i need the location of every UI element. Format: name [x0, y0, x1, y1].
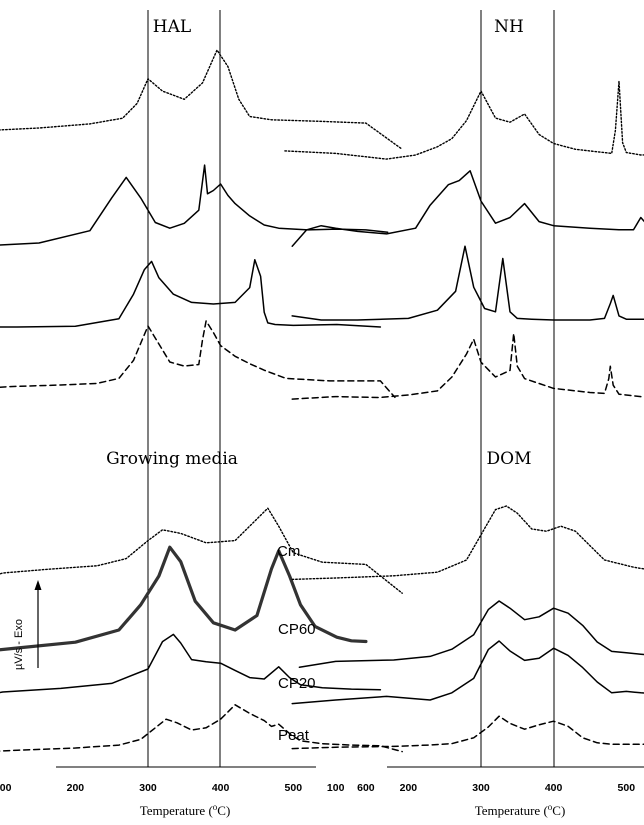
hal-solid-curve-2: [0, 259, 382, 328]
cm-curve: [0, 507, 403, 594]
x-tick-label-left-200: 200: [67, 782, 85, 794]
y-axis-label: µV/s - Exo: [13, 619, 25, 670]
nh-solid-curve-2: [291, 245, 644, 321]
x-tick-label-left-300: 300: [139, 782, 157, 794]
x-ticks: 100200300400500600100200300400500600: [0, 782, 636, 794]
x-tick-label-right-400: 400: [545, 782, 563, 794]
nh-dashed-curve: [291, 332, 644, 400]
x-axis-title-right-sup: o: [548, 802, 553, 812]
dom-solid-curve-2: [291, 640, 644, 705]
x-tick-label-right-500: 500: [618, 782, 636, 794]
x-tick-label-left-100: 100: [0, 782, 12, 794]
hal-solid-curve-1: [0, 164, 389, 246]
x-axis-title-left-sup: o: [213, 802, 218, 812]
x-axis-title-right: Temperature (oC): [475, 802, 566, 818]
series-label-cp20: CP20: [278, 675, 316, 692]
series-label-cp60: CP60: [278, 621, 316, 638]
dom-dashed-curve: [291, 715, 644, 750]
panel-title-hal: HAL: [153, 17, 191, 37]
x-tick-label-right-300: 300: [472, 782, 490, 794]
dom-dotted-curve: [291, 505, 644, 581]
series-label-cm: Cm: [277, 543, 300, 560]
x-axis-title-right-end: C): [552, 803, 565, 818]
nh-solid-curve-1: [291, 170, 644, 247]
dom-solid-curve-1: [298, 600, 644, 668]
y-axis-arrow-head: [34, 580, 42, 590]
x-axis-title-left-end: C): [217, 803, 230, 818]
x-tick-label-right-200: 200: [400, 782, 418, 794]
x-tick-label-left-400: 400: [212, 782, 230, 794]
x-axis-title-left: Temperature (oC): [140, 802, 231, 818]
hal-dotted-curve: [0, 49, 403, 150]
series-label-peat: Peat: [278, 727, 310, 744]
nh-dotted-curve: [284, 80, 644, 160]
curves-layer: [0, 49, 644, 753]
x-axis-title-left-main: Temperature (: [140, 803, 213, 818]
cp60-curve: [0, 545, 368, 652]
panel-title-growing-media: Growing media: [106, 449, 238, 469]
hal-dashed-curve: [0, 320, 396, 399]
cp20-curve: [0, 633, 382, 694]
x-axis-title-right-main: Temperature (: [475, 803, 548, 818]
x-tick-label-left-500: 500: [285, 782, 303, 794]
x-tick-label-left-600: 600: [357, 782, 375, 794]
panel-title-dom: DOM: [487, 449, 532, 469]
peat-curve: [0, 704, 403, 753]
x-tick-label-right-100: 100: [327, 782, 345, 794]
panel-title-nh: NH: [494, 17, 524, 37]
